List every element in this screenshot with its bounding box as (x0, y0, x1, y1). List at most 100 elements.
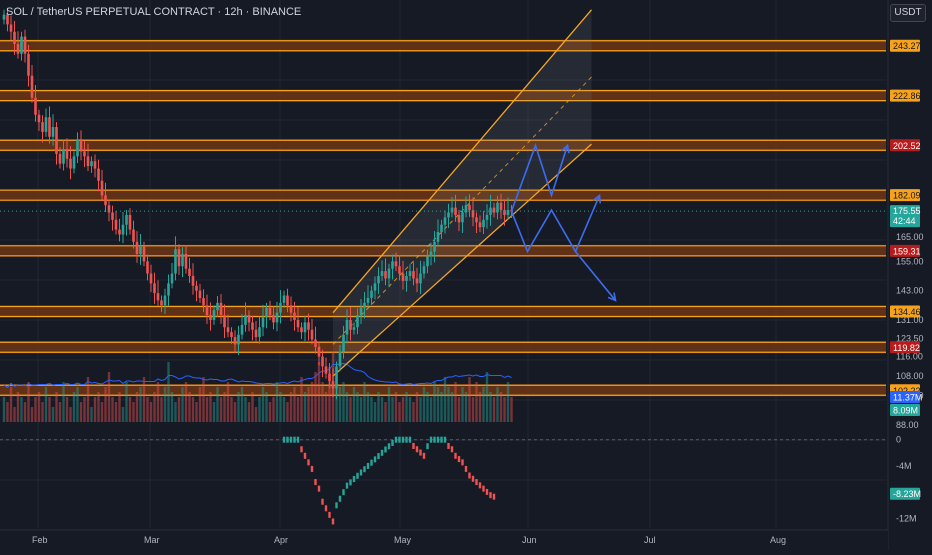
oscillator-bar (349, 479, 352, 486)
volume-bar (160, 397, 163, 422)
volume-bars (2, 352, 513, 422)
volume-bar (282, 397, 286, 422)
volume-bar (230, 397, 233, 422)
level-band (0, 305, 886, 318)
candle (394, 252, 398, 272)
oscillator-bar (303, 452, 307, 459)
oscillator-bar (461, 459, 464, 466)
level-price-tag-text: 119.82 (893, 343, 920, 353)
candle-body (195, 285, 198, 291)
chart-title: SOL / TetherUS PERPETUAL CONTRACT · 12h … (6, 6, 302, 18)
forecast-path (574, 251, 617, 301)
candle (212, 305, 216, 325)
volume-bar (118, 392, 121, 422)
volume-ma-tag-text: 11.37M (893, 393, 922, 403)
volume-bar (300, 377, 303, 422)
candle (492, 202, 496, 218)
time-tick-label: Apr (274, 535, 288, 545)
oscillator-bar (471, 475, 475, 482)
volume-bar (72, 392, 76, 422)
oscillator-bar (447, 442, 450, 449)
volume-bar (90, 407, 93, 422)
candle-body (475, 217, 478, 223)
volume-bar (475, 382, 478, 422)
volume-bar (216, 387, 219, 422)
candle (156, 280, 160, 306)
volume-bar (482, 387, 485, 422)
candle (296, 307, 300, 333)
candle-body (331, 381, 335, 389)
oscillator-bar (422, 452, 426, 459)
candle (247, 310, 251, 332)
candle-body (251, 322, 254, 330)
candle-body (177, 249, 181, 267)
candle (328, 362, 331, 388)
oscillator-bar (443, 436, 447, 443)
time-tick-label: Jul (644, 535, 656, 545)
volume-bar (142, 377, 146, 422)
volume-bar (247, 402, 251, 422)
volume-bar (100, 402, 104, 422)
candle (48, 106, 51, 144)
volume-bar (237, 392, 240, 422)
currency-button[interactable]: USDT (890, 4, 926, 22)
volume-bar (104, 387, 107, 422)
volume-bar (261, 387, 265, 422)
time-tick-label: May (394, 535, 412, 545)
candle (139, 233, 142, 265)
oscillator-bar (335, 502, 338, 509)
candle (422, 261, 426, 279)
candle-body (202, 297, 205, 306)
candle-body (55, 127, 58, 154)
candle-body (279, 302, 282, 313)
volume-bar (293, 387, 296, 422)
candle-body (454, 207, 457, 215)
candle-body (111, 212, 114, 220)
candle-body (118, 229, 121, 235)
oscillator-bar (475, 479, 478, 486)
volume-bar (212, 402, 216, 422)
candle (104, 182, 107, 213)
candle-body (422, 266, 426, 274)
volume-bar (429, 397, 433, 422)
oscillator-bar (394, 436, 398, 443)
volume-bar (51, 407, 55, 422)
candle-body (233, 337, 237, 345)
forecast-path (510, 142, 569, 212)
candle-body (93, 161, 97, 169)
candle (426, 249, 429, 274)
candle (342, 325, 345, 359)
candle (41, 115, 44, 143)
candle (300, 322, 303, 340)
candle (69, 146, 72, 180)
volume-bar (121, 407, 125, 422)
volume-bar (349, 397, 352, 422)
candle (23, 29, 27, 63)
candle (310, 318, 314, 345)
candle-body (184, 254, 188, 269)
candle-body (13, 31, 16, 44)
volume-bar (321, 382, 324, 422)
level-price-tag-bg (890, 139, 920, 152)
volume-bar (83, 397, 86, 422)
candle (37, 109, 41, 131)
candle-body (205, 305, 209, 316)
candle-body (2, 14, 6, 20)
candle (345, 309, 349, 344)
candle (268, 300, 272, 320)
candle (499, 193, 503, 219)
candle (72, 151, 76, 174)
forecast-path (510, 195, 601, 254)
volume-bar (440, 392, 443, 422)
candle-body (41, 122, 44, 132)
volume-bar (167, 362, 170, 422)
price-tick-label: 165.00 (896, 232, 924, 242)
candle (454, 194, 457, 222)
volume-bar (478, 392, 482, 422)
candle (191, 263, 195, 295)
volume-bar (373, 402, 377, 422)
candle (44, 108, 48, 137)
candle-body (86, 156, 90, 167)
